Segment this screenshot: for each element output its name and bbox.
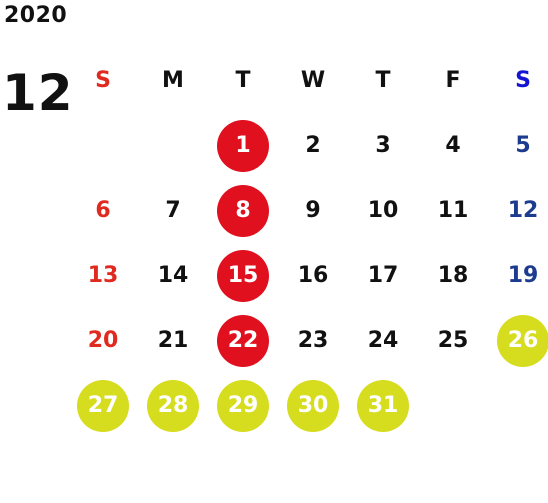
weekday-wednesday: W — [300, 68, 326, 93]
day-cell[interactable]: 7 — [138, 178, 208, 243]
day-cell[interactable]: 20 — [68, 308, 138, 373]
day-number: 22 — [217, 314, 269, 367]
weekday-sunday: S — [95, 68, 111, 93]
empty-cell — [488, 373, 548, 438]
day-number: 9 — [305, 198, 321, 223]
day-cell[interactable]: 1 — [208, 113, 278, 178]
day-number: 14 — [157, 263, 189, 288]
day-cell[interactable]: 12 — [488, 178, 548, 243]
day-number: 6 — [95, 198, 111, 223]
day-cell[interactable]: 31 — [348, 373, 418, 438]
day-cell[interactable]: 29 — [208, 373, 278, 438]
day-number: 7 — [165, 198, 181, 223]
day-number: 4 — [445, 133, 461, 158]
day-number: 11 — [437, 198, 469, 223]
weekday-monday: M — [162, 68, 184, 93]
day-cell[interactable]: 15 — [208, 243, 278, 308]
day-number: 25 — [437, 328, 469, 353]
calendar-grid: S M T W T F S 1 2 3 4 5 6 7 8 9 10 11 12… — [68, 48, 548, 438]
day-number: 3 — [375, 133, 391, 158]
day-number: 12 — [507, 198, 539, 223]
empty-cell — [418, 373, 488, 438]
day-number: 16 — [297, 263, 329, 288]
day-cell[interactable]: 23 — [278, 308, 348, 373]
day-cell[interactable]: 8 — [208, 178, 278, 243]
day-number: 18 — [437, 263, 469, 288]
day-cell[interactable]: 2 — [278, 113, 348, 178]
day-cell[interactable]: 16 — [278, 243, 348, 308]
weekday-saturday: S — [515, 68, 531, 93]
day-number: 5 — [515, 133, 531, 158]
weekday-thursday: T — [375, 68, 391, 93]
day-cell[interactable]: 14 — [138, 243, 208, 308]
day-number: 31 — [357, 379, 409, 432]
day-cell[interactable]: 17 — [348, 243, 418, 308]
day-cell[interactable]: 19 — [488, 243, 548, 308]
day-cell[interactable]: 30 — [278, 373, 348, 438]
day-number: 17 — [367, 263, 399, 288]
day-number: 10 — [367, 198, 399, 223]
day-cell[interactable]: 24 — [348, 308, 418, 373]
day-number: 21 — [157, 328, 189, 353]
day-cell[interactable]: 13 — [68, 243, 138, 308]
day-cell[interactable]: 6 — [68, 178, 138, 243]
day-number: 30 — [287, 379, 339, 432]
day-cell[interactable]: 26 — [488, 308, 548, 373]
day-cell[interactable]: 28 — [138, 373, 208, 438]
day-cell[interactable]: 11 — [418, 178, 488, 243]
day-number: 20 — [87, 328, 119, 353]
empty-cell — [68, 113, 138, 178]
day-cell[interactable]: 3 — [348, 113, 418, 178]
day-cell[interactable]: 18 — [418, 243, 488, 308]
day-number: 27 — [77, 379, 129, 432]
day-cell[interactable]: 10 — [348, 178, 418, 243]
day-number: 19 — [507, 263, 539, 288]
day-number: 28 — [147, 379, 199, 432]
day-number: 8 — [217, 184, 269, 237]
year-label: 2020 — [4, 3, 68, 28]
month-label: 12 — [2, 64, 74, 122]
day-number: 2 — [305, 133, 321, 158]
empty-cell — [138, 113, 208, 178]
day-number: 1 — [217, 119, 269, 172]
day-cell[interactable]: 22 — [208, 308, 278, 373]
day-cell[interactable]: 25 — [418, 308, 488, 373]
day-number: 15 — [217, 249, 269, 302]
day-number: 26 — [497, 314, 548, 367]
day-cell[interactable]: 4 — [418, 113, 488, 178]
weekday-tuesday: T — [235, 68, 251, 93]
day-cell[interactable]: 5 — [488, 113, 548, 178]
day-number: 23 — [297, 328, 329, 353]
day-number: 13 — [87, 263, 119, 288]
day-number: 24 — [367, 328, 399, 353]
day-number: 29 — [217, 379, 269, 432]
weekday-friday: F — [445, 68, 461, 93]
day-cell[interactable]: 21 — [138, 308, 208, 373]
day-cell[interactable]: 27 — [68, 373, 138, 438]
day-cell[interactable]: 9 — [278, 178, 348, 243]
